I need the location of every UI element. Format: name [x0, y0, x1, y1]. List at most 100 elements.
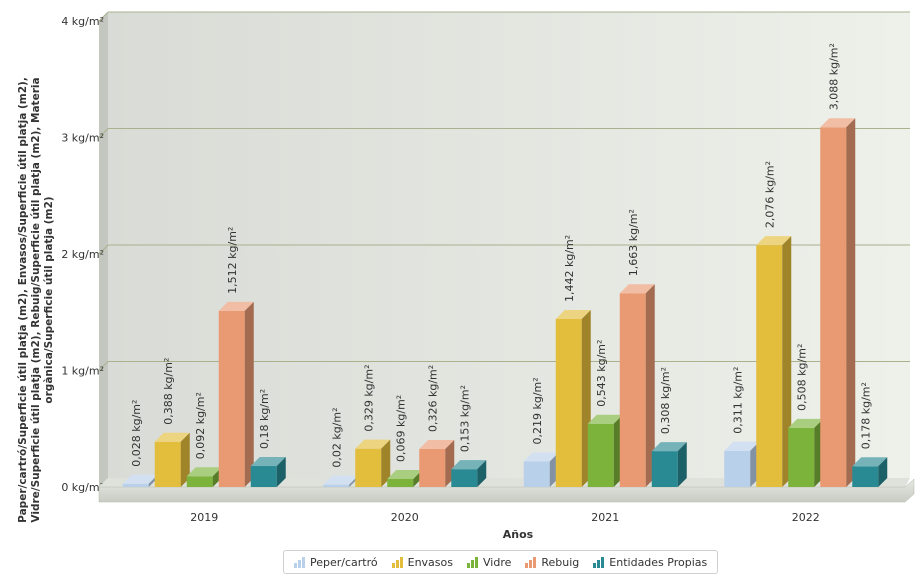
bar-chart-icon	[525, 556, 537, 568]
bar-chart-icon	[294, 556, 305, 568]
data-label: 0,329 kg/m²	[362, 364, 375, 431]
bar-front	[154, 441, 181, 487]
bar-front	[555, 319, 582, 487]
bar-chart-icon	[593, 556, 605, 568]
bar-front	[788, 427, 815, 487]
bar-front	[355, 448, 382, 487]
bar-front	[756, 245, 783, 487]
gridline-depth	[98, 11, 109, 22]
bar-side	[645, 284, 655, 487]
legend-label: Entidades Propias	[609, 555, 708, 569]
bar-front	[419, 449, 446, 487]
y-tick-label: 4 kg/m²	[61, 15, 104, 28]
legend-item[interactable]: Envasos	[391, 556, 453, 569]
bar-top	[788, 418, 824, 428]
bar	[154, 432, 190, 487]
bar-side	[878, 457, 888, 487]
data-label: 0,326 kg/m²	[426, 365, 439, 432]
legend-item[interactable]: Rebuig	[525, 556, 579, 569]
data-label: 0,508 kg/m²	[795, 344, 808, 411]
bar-side	[244, 301, 254, 487]
data-label: 2,076 kg/m²	[763, 161, 776, 228]
bar-top	[218, 301, 254, 311]
bar	[523, 452, 559, 487]
bar-top	[154, 432, 190, 442]
data-label: 0,069 kg/m²	[394, 395, 407, 462]
data-label: 0,178 kg/m²	[859, 382, 872, 449]
gridline-depth	[98, 244, 109, 255]
bar	[587, 414, 623, 487]
data-label: 1,512 kg/m²	[226, 227, 239, 294]
bar-top	[323, 475, 359, 485]
bar-front	[820, 127, 847, 488]
bar-front	[451, 469, 478, 487]
bar-top	[451, 460, 487, 470]
legend-label: Peper/cartró	[310, 555, 378, 569]
bar	[451, 460, 487, 487]
bar-front	[852, 466, 879, 487]
bar-side	[677, 442, 687, 487]
bar-front	[587, 423, 614, 487]
bar-top	[250, 457, 286, 467]
data-label: 0,092 kg/m²	[194, 392, 207, 459]
bar	[250, 457, 286, 487]
bar-chart-icon	[467, 556, 478, 568]
bar-top	[186, 467, 222, 477]
legend-item[interactable]: Vidre	[467, 556, 511, 569]
bar	[355, 439, 391, 487]
legend-item[interactable]: Entidades Propias	[593, 556, 707, 569]
x-axis-title: Años	[503, 528, 534, 541]
data-label: 0,02 kg/m²	[330, 407, 343, 467]
bar-top	[555, 310, 591, 320]
data-label: 0,543 kg/m²	[595, 340, 608, 407]
bar-front	[323, 484, 350, 487]
bar-top	[852, 457, 888, 467]
bar	[651, 442, 687, 487]
bar	[555, 310, 591, 487]
bar-top	[756, 236, 792, 246]
bar-front	[651, 451, 678, 487]
bar-front	[724, 450, 751, 487]
bar-top	[387, 469, 423, 479]
bar	[820, 118, 856, 488]
y-tick-label: 3 kg/m²	[61, 132, 104, 145]
bar	[852, 457, 888, 487]
floor-top	[99, 478, 910, 487]
bar-top	[587, 414, 623, 424]
bar-side	[846, 118, 856, 488]
y-tick-label: 0 kg/m²	[61, 481, 104, 494]
bar	[724, 441, 760, 487]
bar-top	[619, 284, 655, 294]
y-axis-title: Paper/cartró/Superficie útil platja (m2)…	[17, 77, 55, 523]
bar-top	[651, 442, 687, 452]
legend-label: Vidre	[483, 555, 512, 569]
data-label: 0,18 kg/m²	[258, 389, 271, 449]
bar-front	[218, 310, 245, 487]
y-tick-label: 1 kg/m²	[61, 365, 104, 378]
bar-top	[820, 118, 856, 128]
bar-top	[724, 441, 760, 451]
bar-side	[276, 457, 286, 487]
bar-top	[419, 440, 455, 450]
legend-item[interactable]: Peper/cartró	[294, 556, 378, 569]
data-label: 0,308 kg/m²	[659, 367, 672, 434]
bar-side	[782, 236, 792, 487]
data-label: 0,028 kg/m²	[130, 400, 143, 467]
x-tick-label: 2020	[391, 511, 419, 524]
bar-side	[381, 439, 391, 487]
bar	[788, 418, 824, 487]
bar-front	[523, 461, 550, 487]
x-tick-label: 2022	[792, 511, 820, 524]
bar-front	[250, 466, 277, 487]
x-tick-label: 2021	[591, 511, 619, 524]
data-label: 3,088 kg/m²	[827, 43, 840, 110]
bar-top	[355, 439, 391, 449]
gridline-depth	[98, 128, 109, 138]
data-label: 1,442 kg/m²	[563, 235, 576, 302]
data-label: 1,663 kg/m²	[627, 209, 640, 276]
data-label: 0,311 kg/m²	[731, 367, 744, 434]
bar	[419, 440, 455, 487]
bar	[218, 301, 254, 487]
y-tick-label: 2 kg/m²	[61, 248, 104, 261]
